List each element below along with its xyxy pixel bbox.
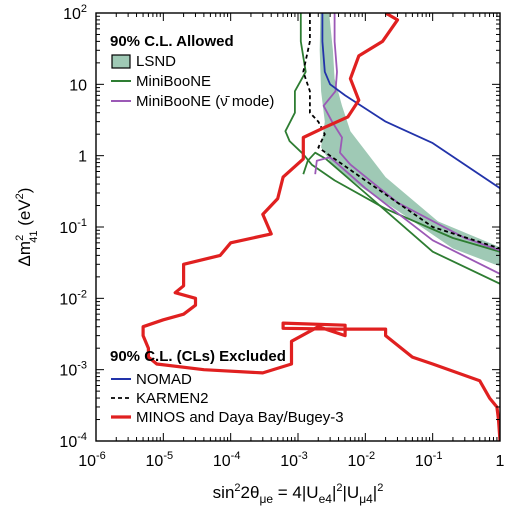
series-miniboone-1 — [284, 13, 500, 253]
tick-layer: 10-6 10-5 10-4 10-3 10-2 10-1 1 10-4 10-3 10-2 10-… — [59, 3, 504, 470]
series-lsnd-0 — [319, 13, 500, 267]
legend-label: NOMAD — [136, 371, 192, 388]
legend-excluded-heading: 90% C.L. (CLs) Excluded — [110, 348, 286, 365]
y-tick-label: 10-1 — [59, 217, 87, 237]
legend-label: MiniBooNE (ν̄ mode) — [136, 93, 274, 110]
y-tick-label: 10 — [69, 77, 87, 94]
legend-label: MINOS and Daya Bay/Bugey-3 — [136, 409, 344, 426]
y-tick-label: 10-3 — [59, 360, 87, 380]
y-tick-label: 102 — [63, 3, 87, 23]
series-miniboone-2 — [302, 151, 500, 285]
x-tick-label: 10-6 — [78, 450, 106, 470]
legend-allowed-heading: 90% C.L. Allowed — [110, 33, 234, 50]
x-tick-label: 10-4 — [213, 450, 241, 470]
x-tick-label: 10-3 — [280, 450, 308, 470]
legend-label: LSND — [136, 53, 176, 70]
series-minos-and-daya-bay-bugey-3-7 — [141, 13, 500, 441]
legend-layer: 90% C.L. Allowed LSND MiniBooNE MiniBooNE (… — [110, 33, 344, 426]
y-axis-label: Δm2 41 (eV2) — [14, 188, 40, 267]
x-tick-label: 1 — [496, 453, 505, 470]
x-tick-label: 10-5 — [146, 450, 174, 470]
series-layer — [141, 13, 500, 441]
series-miniboone-mode-3 — [322, 13, 500, 252]
series-nomad-5 — [321, 13, 500, 189]
legend-swatch-lsnd — [111, 54, 131, 69]
series-miniboone-mode-4 — [314, 156, 500, 275]
y-tick-label: 10-4 — [59, 431, 87, 451]
legend-label: MiniBooNE — [136, 73, 211, 90]
legend-label: KARMEN2 — [136, 390, 209, 407]
y-tick-label: 1 — [78, 149, 87, 166]
x-tick-label: 10-2 — [348, 450, 376, 470]
x-tick-label: 10-1 — [415, 450, 443, 470]
y-tick-label: 10-2 — [59, 288, 87, 308]
x-axis-label: sin22θμe = 4|Ue4|2|Uμ4|2 — [213, 482, 384, 506]
